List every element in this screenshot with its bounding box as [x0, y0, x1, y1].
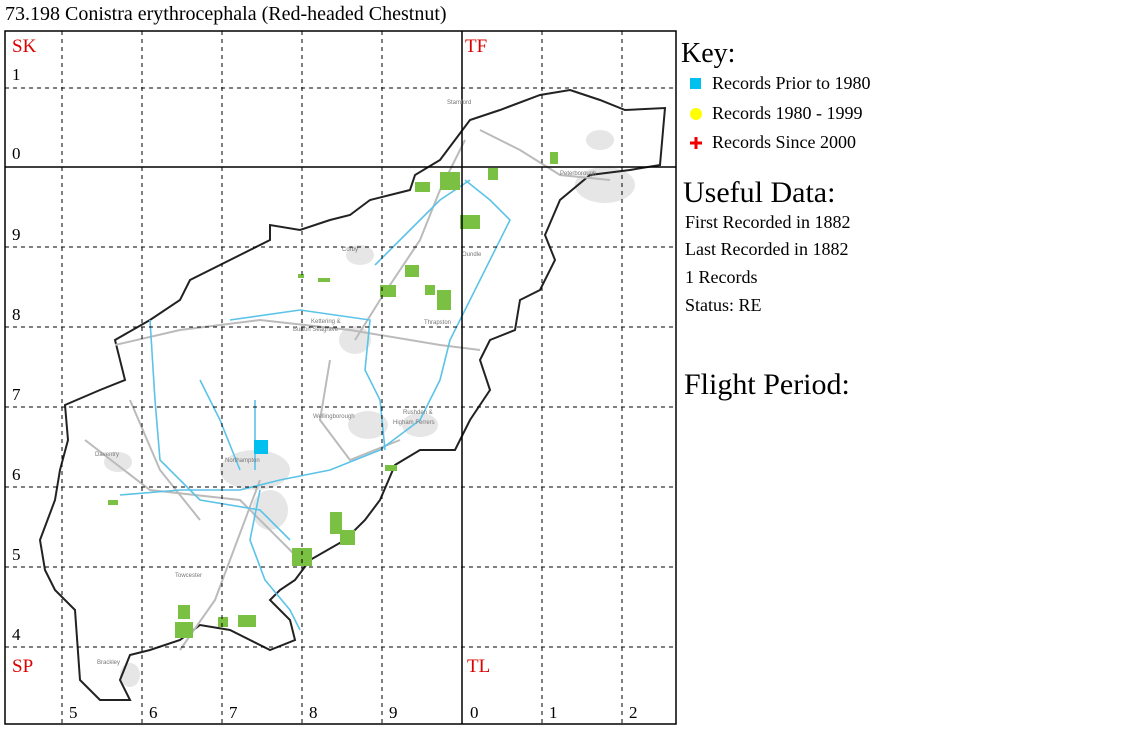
key-item: Records Prior to 1980: [712, 73, 870, 93]
town-label: Higham Ferrers: [393, 420, 435, 426]
useful-data-heading: Useful Data:: [683, 176, 835, 209]
woodland: [108, 152, 558, 638]
town-label: Towcester: [175, 573, 202, 579]
flight-period-heading: Flight Period:: [684, 368, 850, 401]
key-swatch: [690, 78, 701, 89]
column-label: 5: [69, 703, 78, 722]
column-label: 9: [389, 703, 398, 722]
town-label: Burton Seagrave: [293, 327, 339, 333]
record-prior-1980: [254, 440, 268, 454]
square-label: SK: [12, 36, 37, 57]
useful-data-line: Status: RE: [685, 295, 762, 315]
useful-data: Useful Data: First Recorded in 1882 Last…: [683, 176, 850, 315]
column-label: 8: [309, 703, 318, 722]
town-label: Daventry: [95, 452, 119, 458]
row-label: 4: [12, 625, 21, 644]
town-label: Rushden &: [403, 410, 433, 416]
row-label: 6: [12, 465, 21, 484]
key: Key: Records Prior to 1980 Records 1980 …: [681, 38, 870, 152]
town-label: Peterborough: [560, 171, 596, 177]
row-label: 9: [12, 225, 21, 244]
square-label: SP: [12, 656, 33, 677]
county-boundary: [38, 88, 667, 701]
column-label: 6: [149, 703, 158, 722]
town-label: Oundle: [462, 252, 482, 258]
rivers: [119, 179, 511, 631]
title: 73.198 Conistra erythrocephala (Red-head…: [5, 3, 447, 25]
grid: [5, 31, 676, 724]
row-label: 5: [12, 545, 21, 564]
key-item: Records Since 2000: [712, 132, 856, 152]
town-label: Corby: [342, 247, 358, 253]
column-label: 1: [549, 703, 558, 722]
square-label: TF: [465, 36, 487, 57]
row-label: 1: [12, 65, 21, 84]
key-item: Records 1980 - 1999: [712, 103, 862, 123]
row-label: 0: [12, 144, 21, 163]
useful-data-line: Last Recorded in 1882: [685, 239, 848, 259]
useful-data-line: First Recorded in 1882: [685, 212, 850, 232]
town-label: Wellingborough: [313, 414, 355, 420]
town-label: Stamford: [447, 100, 471, 106]
town-label: Brackley: [97, 660, 120, 666]
town-label: Thrapston: [424, 320, 451, 326]
column-label: 2: [629, 703, 638, 722]
useful-data-line: 1 Records: [685, 267, 757, 287]
key-swatch: [690, 137, 702, 149]
town-label: Northampton: [225, 458, 260, 464]
row-label: 7: [12, 385, 21, 404]
row-label: 8: [12, 305, 21, 324]
town-label: Kettering &: [311, 319, 341, 325]
column-label: 7: [229, 703, 238, 722]
key-swatch: [690, 108, 702, 120]
map-frame: [4, 30, 677, 725]
towns: Stamford Peterborough Oundle Corby Kettering…: [95, 100, 596, 666]
column-label: 0: [470, 703, 479, 722]
key-heading: Key:: [681, 38, 735, 69]
square-label: TL: [467, 656, 490, 677]
